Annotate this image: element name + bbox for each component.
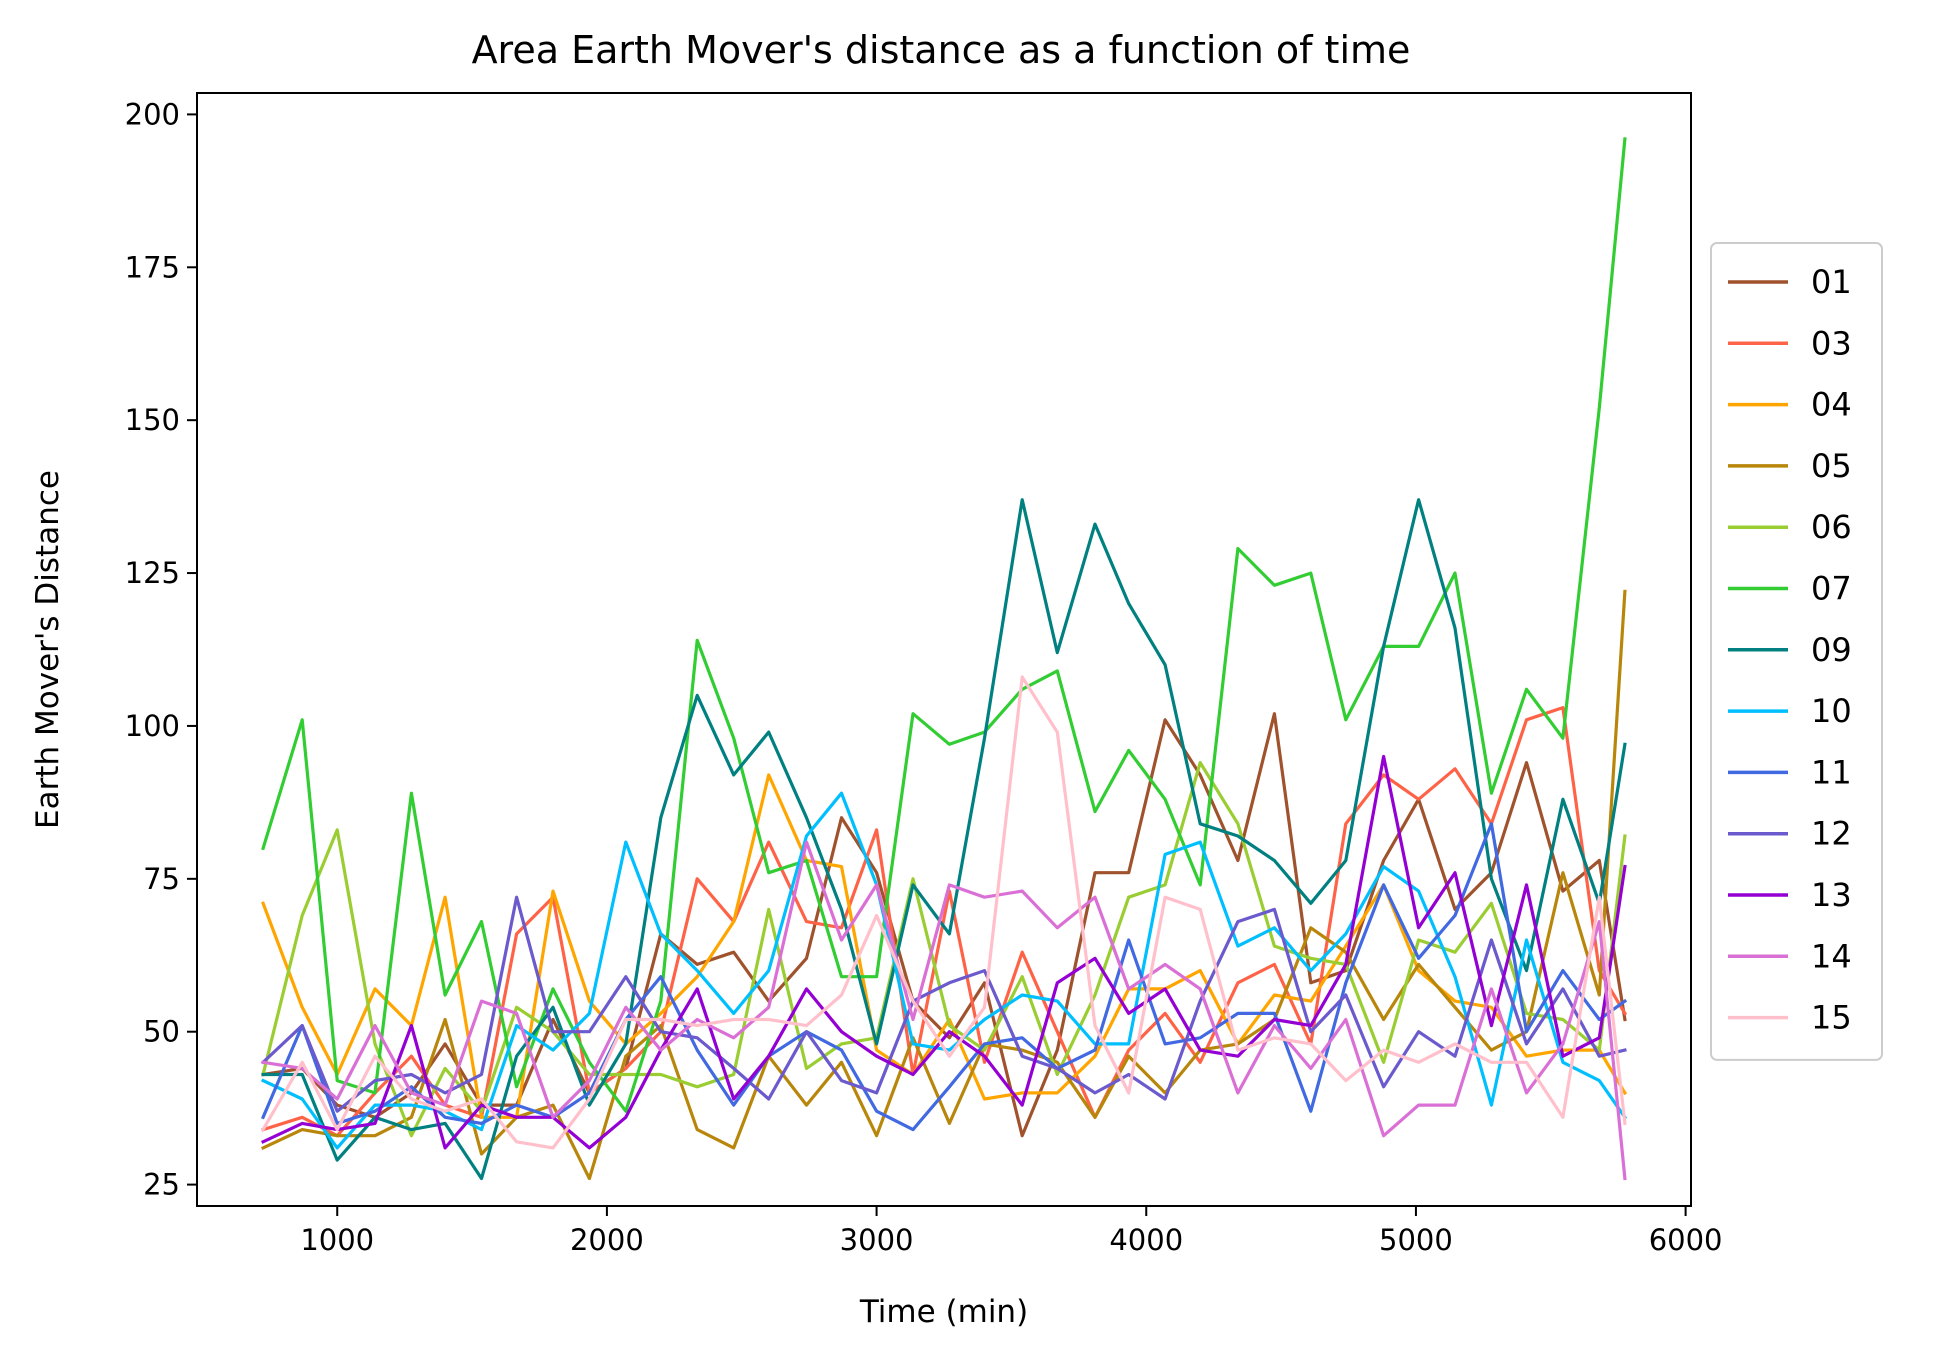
legend-label-12: 12 xyxy=(1811,815,1852,853)
x-tick-label: 5000 xyxy=(1379,1223,1453,1257)
x-axis: 1000 2000 3000 4000 5000 6000 xyxy=(300,1206,1723,1257)
x-tick-label: 1000 xyxy=(300,1223,374,1257)
y-tick-label: 125 xyxy=(125,556,180,590)
legend-label-05: 05 xyxy=(1811,447,1852,485)
x-tick-label: 4000 xyxy=(1109,1223,1183,1257)
series-line-03 xyxy=(261,705,1628,1138)
x-tick-label: 2000 xyxy=(570,1223,644,1257)
x-tick-label: 3000 xyxy=(840,1223,914,1257)
y-tick-label: 100 xyxy=(125,709,180,743)
y-tick-label: 150 xyxy=(125,403,180,437)
legend: 01 03 04 05 06 07 09 10 11 12 13 14 15 xyxy=(1710,242,1883,1061)
legend-label-10: 10 xyxy=(1811,692,1852,730)
y-tick-label: 25 xyxy=(143,1168,180,1202)
series-line-09 xyxy=(261,498,1627,1181)
y-tick-label: 50 xyxy=(143,1015,180,1049)
y-axis-label: Earth Mover's Distance xyxy=(30,470,66,829)
series-line-12 xyxy=(260,895,1627,1113)
legend-label-03: 03 xyxy=(1811,324,1852,362)
x-axis-label: Time (min) xyxy=(859,1294,1028,1330)
series-line-06 xyxy=(261,760,1627,1138)
series-line-10 xyxy=(260,791,1628,1150)
y-tick-label: 75 xyxy=(143,862,180,896)
y-tick-label: 175 xyxy=(125,250,180,284)
series-line-15 xyxy=(260,675,1627,1150)
plot-lines xyxy=(260,137,1628,1181)
y-tick-label: 200 xyxy=(125,97,180,131)
legend-label-15: 15 xyxy=(1811,999,1852,1037)
x-tick-label: 6000 xyxy=(1649,1223,1723,1257)
series-line-13 xyxy=(260,754,1627,1150)
legend-label-13: 13 xyxy=(1811,876,1852,914)
legend-box xyxy=(1710,242,1883,1061)
series-line-07 xyxy=(261,137,1627,1113)
y-axis: 25 50 75 100 125 150 175 200 xyxy=(125,97,197,1202)
legend-label-11: 11 xyxy=(1811,753,1852,791)
legend-label-01: 01 xyxy=(1811,263,1852,301)
legend-label-06: 06 xyxy=(1811,508,1852,546)
legend-label-14: 14 xyxy=(1811,937,1852,975)
series-line-01 xyxy=(261,712,1627,1138)
legend-label-07: 07 xyxy=(1811,570,1852,608)
plot-area-frame xyxy=(196,92,1692,1207)
legend-label-09: 09 xyxy=(1811,631,1852,669)
series-line-11 xyxy=(261,822,1628,1132)
legend-label-04: 04 xyxy=(1811,386,1852,424)
series-line-14 xyxy=(261,840,1627,1181)
chart-title: Area Earth Mover's distance as a functio… xyxy=(472,28,1411,72)
